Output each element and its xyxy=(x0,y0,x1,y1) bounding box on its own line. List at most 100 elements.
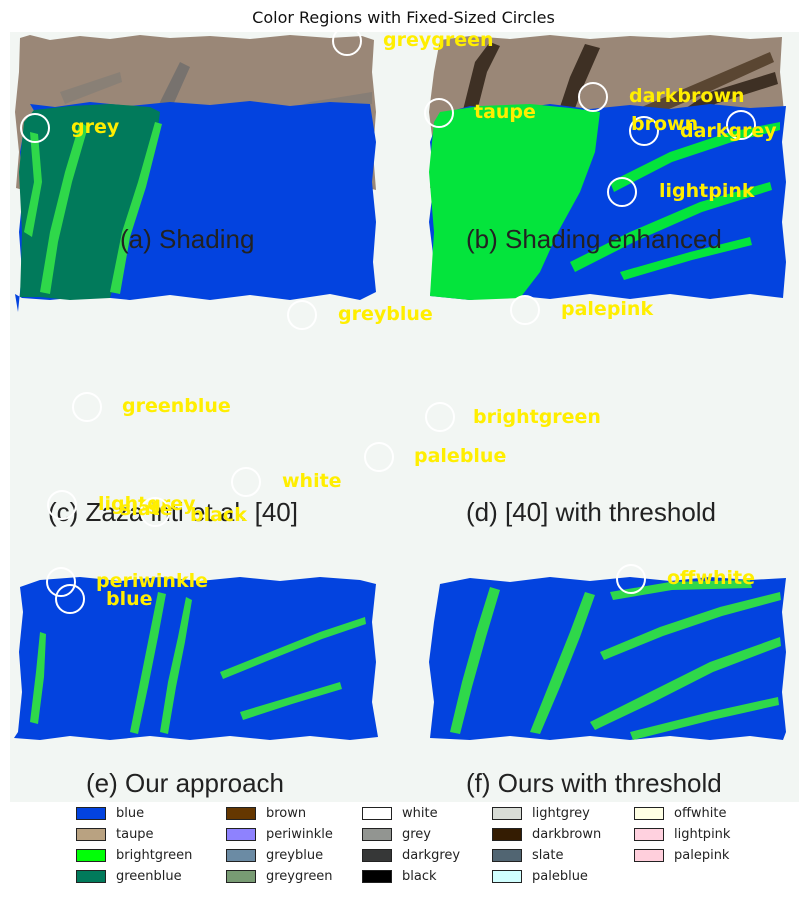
region-circle-brown xyxy=(629,116,659,146)
legend-entry-lightpink: lightpink xyxy=(634,827,730,845)
region-label-grey: grey xyxy=(71,116,120,138)
legend-entry-slate: slate xyxy=(492,848,563,866)
legend-label: black xyxy=(402,869,437,884)
legend-label: palepink xyxy=(674,848,730,863)
legend-label: brightgreen xyxy=(116,848,193,863)
caption-c: (c) Zaza inti et al. [40] xyxy=(48,497,298,527)
legend-swatch xyxy=(634,828,664,841)
legend-label: greyblue xyxy=(266,848,324,863)
legend-entry-paleblue: paleblue xyxy=(492,869,588,887)
legend-label: periwinkle xyxy=(266,827,333,842)
region-circle-darkgrey xyxy=(726,110,756,140)
legend-label: blue xyxy=(116,806,145,821)
caption-e: (e) Our approach xyxy=(86,768,284,798)
region-label-brown: brown xyxy=(631,113,699,135)
legend-swatch xyxy=(492,807,522,820)
region-label-darkbrown: darkbrown xyxy=(629,85,745,107)
region-label-white: white xyxy=(282,470,342,492)
region-circle-lightgrey xyxy=(47,490,77,520)
legend-swatch xyxy=(492,849,522,862)
region-circle-palepink xyxy=(510,295,540,325)
texture-images xyxy=(14,35,786,740)
region-label-periwinkle: periwinkle xyxy=(96,570,208,592)
legend-entry-brightgreen: brightgreen xyxy=(76,848,192,866)
legend-swatch xyxy=(76,849,106,862)
region-label-palepink: palepink xyxy=(561,298,654,320)
legend-label: greenblue xyxy=(116,869,182,884)
legend-entry-grey: grey xyxy=(362,827,431,845)
legend-entry-greyblue: greyblue xyxy=(226,848,323,866)
region-circle-lightpink xyxy=(607,177,637,207)
legend-swatch xyxy=(226,870,256,883)
region-circle-greygreen xyxy=(332,26,362,56)
region-label-greenblue: greenblue xyxy=(122,395,231,417)
legend-label: lightpink xyxy=(674,827,731,842)
caption-b: (b) Shading enhanced xyxy=(466,224,722,254)
region-label-greygreen: greygreen xyxy=(383,29,494,51)
legend-swatch xyxy=(362,849,392,862)
legend-entry-greenblue: greenblue xyxy=(76,869,182,887)
legend-swatch xyxy=(76,807,106,820)
legend-label: brown xyxy=(266,806,307,821)
legend-swatch xyxy=(362,807,392,820)
region-label-slate: slate xyxy=(120,498,173,520)
region-label-greyblue: greyblue xyxy=(338,303,433,325)
legend-swatch xyxy=(492,828,522,841)
legend-entry-periwinkle: periwinkle xyxy=(226,827,333,845)
legend-entry-white: white xyxy=(362,806,438,824)
region-circle-white xyxy=(231,467,261,497)
legend-entry-brown: brown xyxy=(226,806,306,824)
caption-f: (f) Ours with threshold xyxy=(466,768,722,798)
legend-label: darkgrey xyxy=(402,848,461,863)
legend-label: slate xyxy=(532,848,564,863)
legend-entry-blue: blue xyxy=(76,806,144,824)
panel-c-image xyxy=(15,101,376,312)
region-circle-darkbrown xyxy=(578,82,608,112)
region-label-lightpink: lightpink xyxy=(659,180,755,202)
legend-label: greygreen xyxy=(266,869,333,884)
panel-e-image xyxy=(14,577,378,740)
legend-entry-greygreen: greygreen xyxy=(226,869,333,887)
caption-a: (a) Shading xyxy=(120,224,255,254)
region-label-brightgreen: brightgreen xyxy=(473,406,601,428)
legend-swatch xyxy=(226,807,256,820)
legend-swatch xyxy=(362,870,392,883)
legend-entry-black: black xyxy=(362,869,437,887)
figure-title: Color Regions with Fixed-Sized Circles xyxy=(252,8,555,27)
legend-swatch xyxy=(76,828,106,841)
panel-d-image xyxy=(429,104,786,300)
legend-entry-lightgrey: lightgrey xyxy=(492,806,590,824)
legend-entry-darkgrey: darkgrey xyxy=(362,848,460,866)
region-label-blue: blue xyxy=(106,588,153,610)
legend-label: paleblue xyxy=(532,869,588,884)
region-circle-taupe xyxy=(424,98,454,128)
region-circle-slate xyxy=(140,497,170,527)
region-circle-greenblue xyxy=(72,392,102,422)
region-label-paleblue: paleblue xyxy=(414,445,507,467)
region-circle-offwhite xyxy=(616,564,646,594)
region-circle-grey xyxy=(20,113,50,143)
region-label-taupe: taupe xyxy=(474,101,536,123)
legend-swatch xyxy=(492,870,522,883)
region-circle-brightgreen xyxy=(425,402,455,432)
legend-label: offwhite xyxy=(674,806,727,821)
region-circle-paleblue xyxy=(364,442,394,472)
region-label-darkgrey: darkgrey xyxy=(680,120,777,142)
caption-d: (d) [40] with threshold xyxy=(466,497,717,527)
legend-label: grey xyxy=(402,827,432,842)
legend-entry-palepink: palepink xyxy=(634,848,729,866)
legend-label: taupe xyxy=(116,827,154,842)
legend-swatch xyxy=(634,807,664,820)
legend-entry-taupe: taupe xyxy=(76,827,154,845)
region-label-black: black xyxy=(190,504,247,526)
region-label-offwhite: offwhite xyxy=(667,567,756,589)
panel-f-image xyxy=(429,577,786,740)
legend-swatch xyxy=(634,849,664,862)
image-panel: (a) Shading (b) Shading enhanced (c) Zaz… xyxy=(10,32,799,802)
legend-label: white xyxy=(402,806,438,821)
legend-label: lightgrey xyxy=(532,806,590,821)
legend-swatch xyxy=(226,849,256,862)
legend-entry-darkbrown: darkbrown xyxy=(492,827,601,845)
legend-swatch xyxy=(76,870,106,883)
legend-swatch xyxy=(362,828,392,841)
